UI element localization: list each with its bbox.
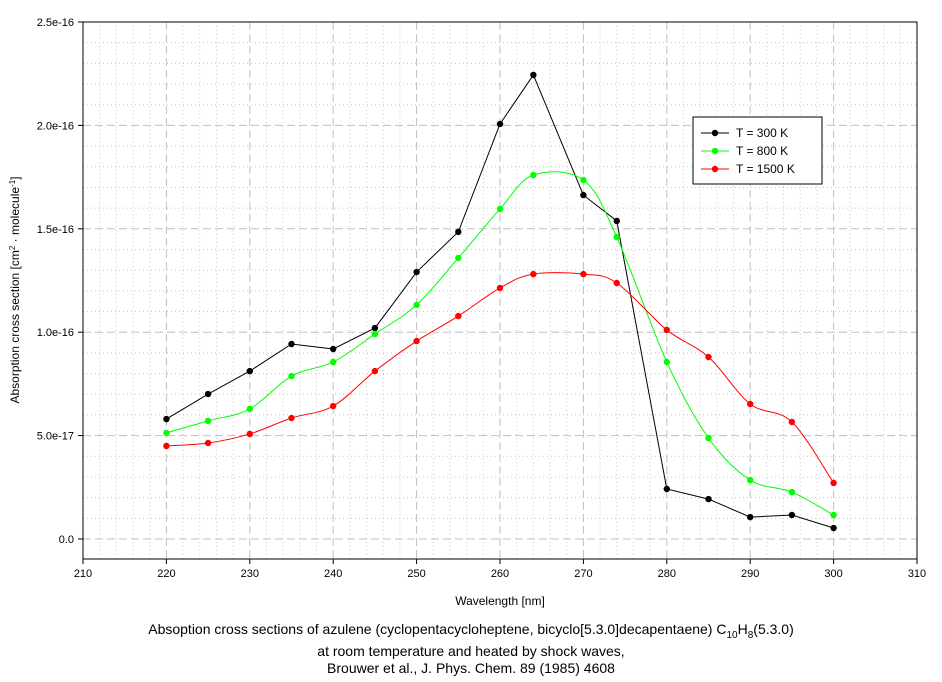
data-point-0 [580,191,587,199]
data-point-1 [330,358,337,366]
x-tick-label: 310 [908,568,926,580]
data-point-2 [580,270,587,278]
data-point-2 [455,312,462,320]
data-point-2 [330,402,337,410]
data-point-1 [413,301,420,309]
caption-line-1: Absoption cross sections of azulene (cyc… [0,621,942,644]
legend-marker [711,129,719,137]
data-point-1 [705,434,712,442]
data-point-0 [330,345,337,353]
data-point-2 [204,439,212,447]
data-point-2 [788,418,796,426]
x-axis-label: Wavelength [nm] [455,594,545,608]
data-point-2 [413,337,420,345]
y-tick-label: 5.0e-17 [37,431,74,443]
data-point-0 [496,120,504,128]
absorption-chart: 210 220 230 240 250 260 270 280 290 300 310 0.0 5.0e… [8,17,927,608]
data-point-0 [371,324,379,332]
caption-text: (5.3.0) [753,621,794,637]
caption-text: Absoption cross sections of azulene (cyc… [148,621,727,637]
data-point-0 [747,513,754,521]
data-point-1 [580,176,587,184]
data-point-0 [455,228,462,236]
data-point-0 [204,390,212,398]
legend-marker [711,165,719,173]
data-point-2 [496,284,504,292]
data-point-0 [530,71,537,79]
legend-marker [711,147,719,155]
data-point-0 [705,495,712,503]
data-point-2 [530,270,537,278]
data-point-1 [496,205,504,213]
data-point-2 [613,279,620,287]
data-point-1 [663,358,670,366]
data-point-2 [246,430,253,438]
x-tick-label: 270 [574,568,592,580]
data-point-2 [705,353,712,361]
x-tick-label: 290 [741,568,759,580]
caption-line-3: Brouwer et al., J. Phys. Chem. 89 (1985)… [327,660,615,676]
x-tick-label: 260 [491,568,509,580]
caption-text: H [737,621,748,637]
data-point-1 [830,511,837,519]
data-point-2 [663,326,670,334]
data-point-1 [371,330,379,338]
x-tick-label: 280 [658,568,676,580]
caption-subscript: 10 [726,629,738,641]
y-axis-label: Absorption cross section [cm2 · molecule… [8,176,23,403]
data-point-1 [288,372,295,380]
data-point-0 [413,268,420,276]
data-point-2 [163,442,170,450]
x-tick-label: 230 [241,568,259,580]
data-point-0 [163,415,170,423]
data-point-0 [246,367,253,375]
data-point-0 [788,511,796,519]
x-tick-label: 220 [157,568,175,580]
caption-line-2: at room temperature and heated by shock … [317,643,625,659]
data-point-0 [288,340,295,348]
legend-label: T = 1500 K [736,162,795,176]
x-tick-label: 300 [824,568,842,580]
x-tick-label: 240 [324,568,342,580]
data-point-0 [613,217,620,225]
x-tick-label: 210 [74,568,92,580]
y-tick-label: 2.5e-16 [37,17,74,29]
y-tick-label: 1.0e-16 [37,327,74,339]
data-point-1 [163,429,170,437]
data-point-1 [530,171,537,179]
series-line-1 [166,171,834,516]
data-point-2 [830,479,837,487]
caption-subscript: 8 [747,629,754,641]
data-point-1 [204,417,212,425]
data-point-1 [246,405,253,413]
x-tick-label: 250 [407,568,425,580]
legend-label: T = 300 K [736,126,788,140]
y-tick-label: 1.5e-16 [37,224,74,236]
legend-label: T = 800 K [736,144,788,158]
data-point-2 [288,414,295,422]
data-point-1 [747,476,754,484]
data-point-2 [371,367,379,375]
data-point-1 [788,488,796,496]
y-tick-label: 0.0 [59,534,74,546]
data-point-0 [663,485,670,493]
data-point-1 [613,233,620,241]
data-point-2 [747,400,754,408]
data-point-1 [455,254,462,262]
y-tick-label: 2.0e-16 [37,120,74,132]
data-point-0 [830,524,837,532]
